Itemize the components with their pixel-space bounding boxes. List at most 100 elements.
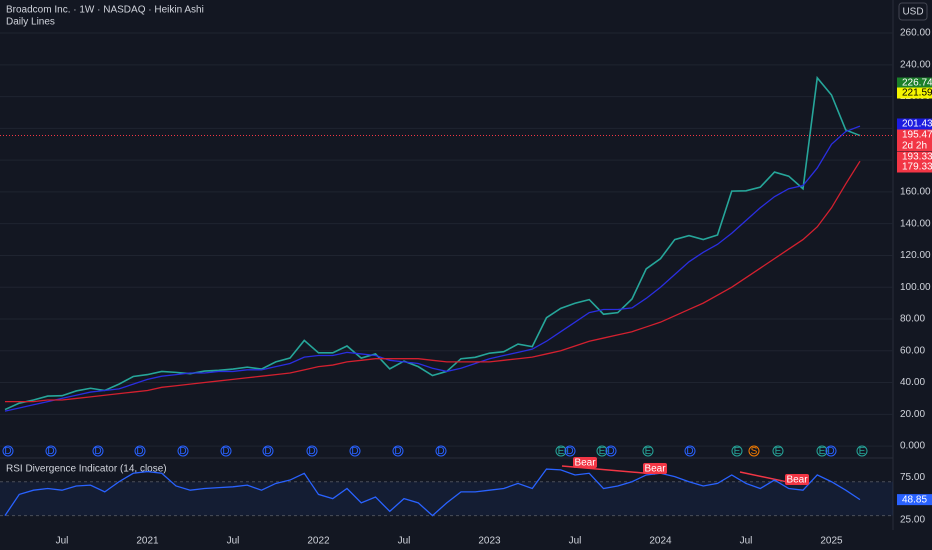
event-marker <box>306 445 318 457</box>
y-tick-label: 140.00 <box>900 218 931 229</box>
price-label: 221.59 <box>902 88 932 99</box>
event-label: D <box>308 446 315 457</box>
annotation: Bear <box>644 464 666 475</box>
event-marker <box>684 445 696 457</box>
price-label: 179.33 <box>902 162 932 173</box>
event-marker <box>392 445 404 457</box>
event-label: D <box>47 446 54 457</box>
event-label: S <box>751 446 758 457</box>
event-marker <box>642 445 654 457</box>
event-label: D <box>351 446 358 457</box>
rsi-title: RSI Divergence Indicator (14, close) <box>6 464 167 475</box>
annotation-box <box>785 474 809 485</box>
price-label: 193.33 <box>902 152 932 163</box>
x-tick-label: 2023 <box>478 536 501 547</box>
event-marker <box>262 445 274 457</box>
event-marker <box>816 445 828 457</box>
countdown: 2d 2h <box>902 141 927 152</box>
y-tick-label: 75.00 <box>900 472 925 483</box>
event-label: D <box>566 446 573 457</box>
event-label: E <box>819 446 826 457</box>
event-marker <box>349 445 361 457</box>
x-tick-label: Jul <box>56 536 69 547</box>
currency[interactable]: USD <box>902 7 923 18</box>
event-marker <box>134 445 146 457</box>
event-marker <box>731 445 743 457</box>
y-tick-label: 40.00 <box>900 377 925 388</box>
event-label: D <box>827 446 834 457</box>
event-marker <box>435 445 447 457</box>
event-label: D <box>264 446 271 457</box>
x-tick-label: Jul <box>398 536 411 547</box>
event-label: E <box>734 446 741 457</box>
y-tick-label: 0.000 <box>900 441 925 452</box>
rsi-label-box <box>897 494 932 506</box>
event-label: D <box>222 446 229 457</box>
price-label-box <box>897 151 932 163</box>
event-marker <box>748 445 760 457</box>
x-tick-label: Jul <box>740 536 753 547</box>
price-label: 195.47 <box>902 130 932 141</box>
event-label: D <box>179 446 186 457</box>
y-tick-label: 240.00 <box>900 59 931 70</box>
event-label: D <box>4 446 11 457</box>
price-label-box <box>897 118 932 130</box>
event-label: E <box>775 446 782 457</box>
x-tick-label: 2021 <box>136 536 159 547</box>
event-label: E <box>558 446 565 457</box>
x-tick-label: 2024 <box>649 536 672 547</box>
event-marker <box>45 445 57 457</box>
y-tick-label: 60.00 <box>900 345 925 356</box>
y-tick-label: 25.00 <box>900 514 925 525</box>
event-marker <box>856 445 868 457</box>
event-marker <box>555 445 567 457</box>
annotation-box <box>643 463 667 474</box>
event-label: E <box>645 446 652 457</box>
series-line <box>4 468 861 517</box>
rsi-band <box>0 481 893 516</box>
event-label: D <box>94 446 101 457</box>
event-label: D <box>437 446 444 457</box>
annotation: Bear <box>786 475 808 486</box>
price-label-box <box>897 77 932 89</box>
countdown-box <box>897 140 932 151</box>
event-marker <box>825 445 837 457</box>
event-label: D <box>686 446 693 457</box>
series-line <box>5 160 861 403</box>
y-tick-label: 80.00 <box>900 314 925 325</box>
currency-button[interactable] <box>898 2 928 21</box>
y-tick-label: 120.00 <box>900 250 931 261</box>
x-tick-label: 2022 <box>307 536 330 547</box>
series-line <box>4 75 861 411</box>
event-label: D <box>394 446 401 457</box>
event-marker <box>772 445 784 457</box>
event-marker <box>596 445 608 457</box>
y-tick-label: 260.00 <box>900 28 931 39</box>
x-tick-label: Jul <box>227 536 240 547</box>
y-tick-label: 20.00 <box>900 409 925 420</box>
price-label-box <box>897 161 932 173</box>
event-marker <box>605 445 617 457</box>
series-line <box>4 125 861 412</box>
rsi-label: 48.85 <box>902 494 927 505</box>
event-marker <box>220 445 232 457</box>
x-tick-label: Jul <box>569 536 582 547</box>
annotation-box <box>573 457 597 468</box>
y-tick-label: 100.00 <box>900 282 931 293</box>
event-marker <box>177 445 189 457</box>
x-tick-label: 2025 <box>820 536 843 547</box>
annotation: Bear <box>574 458 596 469</box>
price-label-box <box>897 87 932 99</box>
event-marker <box>2 445 14 457</box>
y-tick-label: 160.00 <box>900 187 931 198</box>
event-label: E <box>859 446 866 457</box>
price-label: 226.74 <box>902 78 932 89</box>
event-marker <box>92 445 104 457</box>
chart-subtitle: Daily Lines <box>6 17 55 28</box>
price-label: 201.43 <box>902 119 932 130</box>
event-label: D <box>607 446 614 457</box>
event-marker <box>564 445 576 457</box>
event-label: E <box>599 446 606 457</box>
event-label: D <box>136 446 143 457</box>
